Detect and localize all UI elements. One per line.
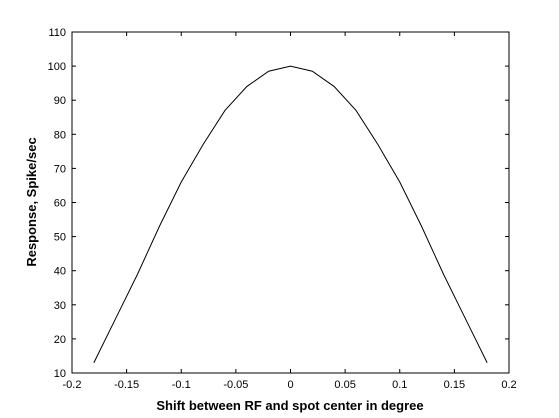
- y-tick-label: 40: [54, 266, 66, 278]
- y-tick-label: 30: [54, 300, 66, 312]
- y-tick-label: 80: [54, 129, 66, 141]
- y-axis-title: Response, Spike/sec: [24, 137, 39, 266]
- x-tick-label: 0: [287, 379, 293, 391]
- y-tick-label: 20: [54, 334, 66, 346]
- x-tick-label: -0.1: [172, 379, 191, 391]
- y-tick-label: 70: [54, 163, 66, 175]
- x-tick-label: 0.2: [501, 379, 516, 391]
- line-series: [93, 65, 488, 363]
- x-tick-label: 0.1: [392, 379, 407, 391]
- x-axis-title: Shift between RF and spot center in degr…: [156, 398, 423, 413]
- x-tick-label: 0.05: [334, 379, 355, 391]
- x-tick-label: -0.05: [223, 379, 248, 391]
- y-tick-label: 50: [54, 232, 66, 244]
- y-tick-label: 100: [48, 61, 66, 73]
- y-tick-label: 110: [48, 27, 66, 39]
- x-tick-label: -0.15: [114, 379, 139, 391]
- y-tick-label: 10: [54, 368, 66, 380]
- y-tick-label: 90: [54, 95, 66, 107]
- x-tick-label: 0.15: [444, 379, 465, 391]
- x-tick-label: -0.2: [63, 379, 82, 391]
- y-tick-label: 60: [54, 198, 66, 210]
- plot-frame: [71, 31, 510, 374]
